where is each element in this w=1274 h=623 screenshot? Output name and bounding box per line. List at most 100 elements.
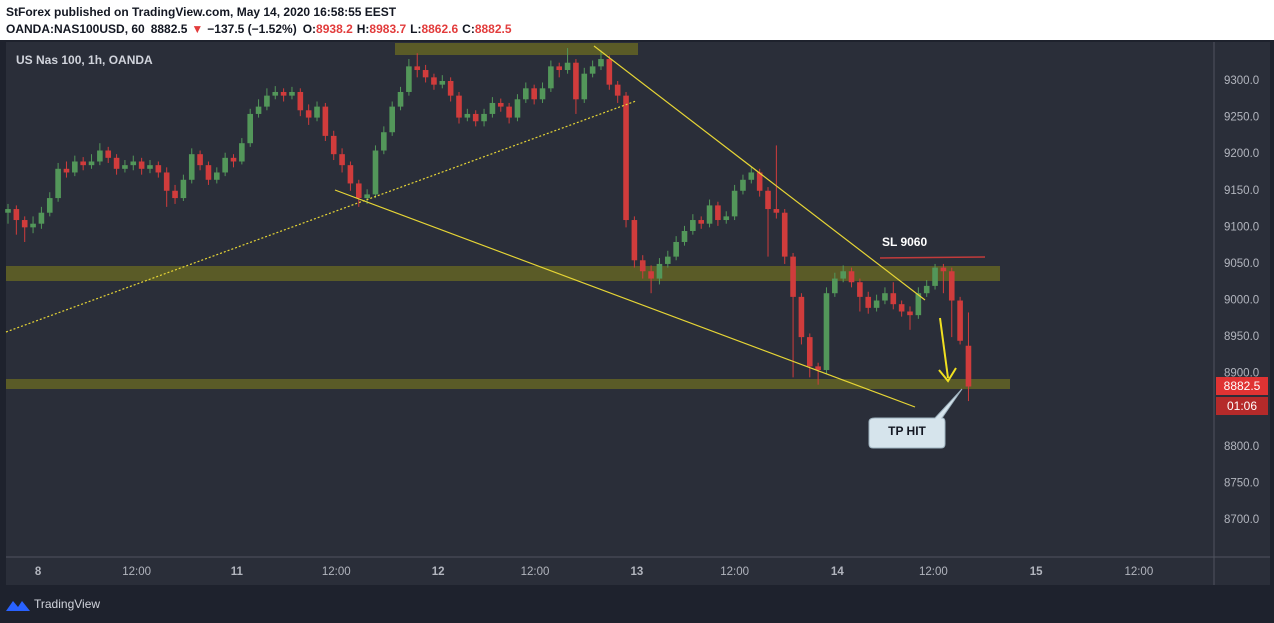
candle-body	[472, 113, 479, 122]
candle-body	[731, 190, 738, 217]
candle-body	[965, 345, 972, 387]
plot-area	[6, 42, 1214, 557]
candle-body	[614, 84, 621, 96]
axes: 9300.0 9250.0 9200.0 9150.0 9100.0 9050.0 9000…	[35, 75, 1259, 578]
symbol-line: OANDA:NAS100USD, 60 8882.5 ▼ −137.5 (−1.52%…	[6, 22, 512, 36]
candle-body	[781, 212, 788, 257]
candle-body	[289, 91, 295, 96]
candle-body	[113, 157, 120, 169]
ohlc-label: C:	[462, 22, 475, 36]
candle-body	[932, 267, 938, 286]
candle-body	[46, 198, 53, 213]
candle-body	[255, 106, 262, 114]
candle-body	[840, 271, 846, 279]
y-tick-label: 9200.0	[1224, 148, 1259, 160]
ohlc-value: 8983.7	[369, 22, 406, 36]
byline: StForex published on TradingView.com, Ma…	[6, 5, 397, 19]
candle-body	[456, 95, 462, 118]
candle-body	[690, 220, 696, 232]
candle-body	[272, 91, 279, 96]
candle-body	[464, 113, 471, 118]
candle-body	[230, 157, 237, 162]
trend-line	[334, 189, 916, 408]
logo	[6, 601, 30, 611]
candle-body	[648, 271, 654, 279]
candle-body	[523, 88, 529, 100]
candle-body	[422, 70, 429, 78]
candle-body	[656, 263, 663, 279]
x-tick-label: 15	[1030, 566, 1043, 578]
last-price: 8882.5	[151, 22, 188, 36]
candle-body	[30, 223, 36, 228]
ohlc-label: L:	[410, 22, 421, 36]
candle-body	[631, 220, 638, 261]
candle-body	[63, 168, 70, 173]
candle-body	[264, 95, 270, 107]
ohlc-value: 8938.2	[316, 22, 353, 36]
candle-body	[514, 99, 521, 118]
candle-body	[898, 304, 905, 312]
candle-body	[381, 132, 387, 151]
candle-body	[431, 77, 437, 85]
y-tick-label: 8950.0	[1224, 331, 1259, 343]
candle-body	[297, 91, 304, 111]
y-tick-label: 8700.0	[1224, 514, 1259, 526]
ohlc-label: H:	[357, 22, 370, 36]
candle-body	[698, 220, 705, 224]
y-tick-label: 9250.0	[1224, 112, 1259, 124]
callout	[868, 388, 963, 449]
candle-body	[589, 66, 596, 74]
candle-body	[756, 172, 763, 191]
candle-body	[740, 179, 746, 191]
candle-body	[88, 161, 95, 166]
candle-body	[155, 165, 162, 173]
zone	[395, 43, 638, 55]
candle-body	[865, 296, 872, 308]
candle-body	[639, 260, 646, 272]
candle-body	[38, 212, 45, 224]
candle-body	[723, 216, 730, 221]
candle-body	[715, 205, 721, 221]
candle-body	[489, 102, 496, 114]
candle-body	[163, 172, 170, 191]
candle-body	[72, 161, 78, 173]
x-tick-label: 12	[432, 566, 445, 578]
candle-body	[548, 66, 554, 89]
candle-body	[414, 66, 421, 71]
candle-body	[397, 91, 404, 107]
candle-body	[815, 366, 821, 371]
candle-body	[355, 183, 362, 199]
candle-body	[80, 161, 86, 166]
x-tick-label: 12:00	[122, 566, 151, 578]
arrow-head	[938, 367, 957, 383]
candle-body	[372, 150, 379, 195]
candle-body	[13, 209, 20, 221]
trend-line	[593, 45, 926, 301]
y-tick-label: 8800.0	[1224, 441, 1259, 453]
candle-body	[773, 209, 780, 213]
brand: TradingView	[6, 597, 100, 611]
candle-body	[188, 154, 195, 180]
candle-body	[21, 220, 28, 228]
x-tick-label: 12:00	[919, 566, 948, 578]
candle-body	[447, 81, 454, 96]
last-price-box	[1216, 377, 1268, 395]
candle-body	[556, 66, 563, 71]
x-tick-label: 11	[231, 566, 244, 578]
candles	[5, 48, 972, 402]
candle-body	[706, 205, 713, 224]
candle-body	[790, 256, 796, 297]
candle-body	[322, 106, 329, 136]
candle-body	[122, 165, 128, 169]
y-tick-label: 9100.0	[1224, 221, 1259, 233]
candle-body	[798, 296, 805, 338]
candle-body	[497, 102, 504, 107]
candle-body	[213, 172, 220, 180]
candle-body	[923, 285, 930, 294]
candle-body	[623, 95, 629, 221]
candle-body	[97, 150, 103, 162]
brand-name: TradingView	[34, 597, 100, 611]
x-tick-label: 12:00	[521, 566, 550, 578]
countdown: 01:06	[1227, 399, 1257, 413]
x-tick-label: 12:00	[1124, 566, 1153, 578]
